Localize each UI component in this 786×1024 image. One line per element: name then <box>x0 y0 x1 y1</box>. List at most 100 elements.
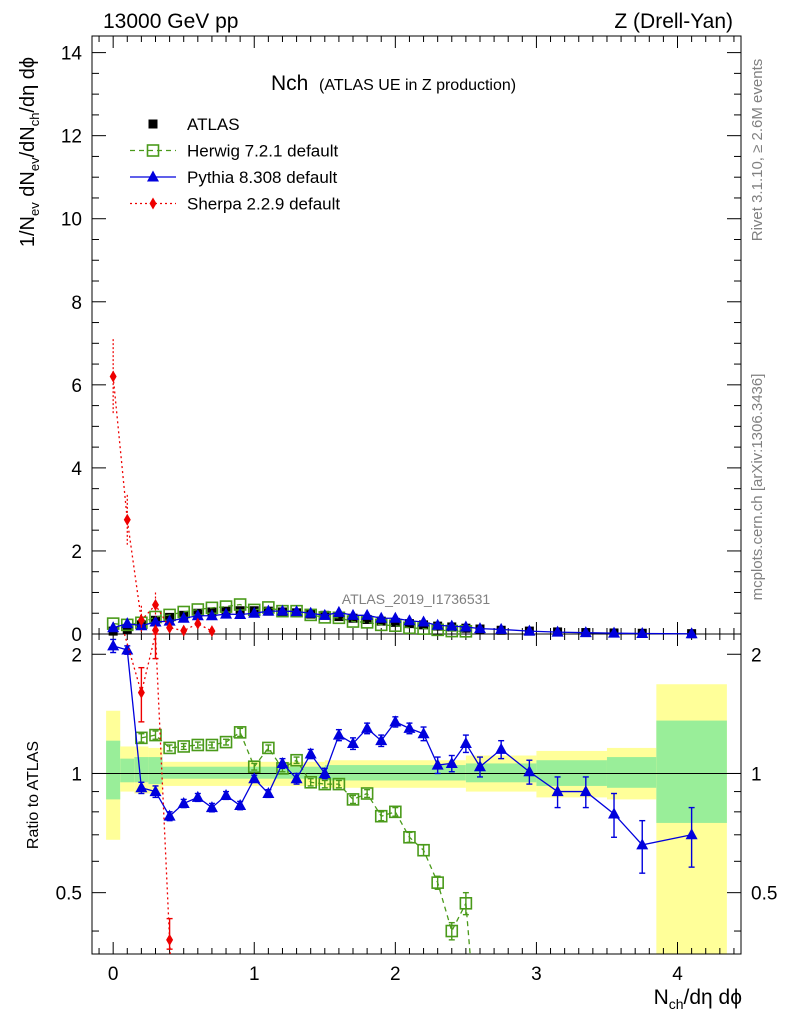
band-1sigma-8 <box>606 757 657 788</box>
pythia-point-ratio <box>318 766 331 778</box>
herwig-point-ratio <box>459 897 473 910</box>
sherpa-point-top <box>151 598 159 611</box>
sherpa-point-top <box>166 621 174 634</box>
header-left-label: 13000 GeV pp <box>103 10 238 33</box>
legend-item: Pythia 8.308 default <box>130 168 338 187</box>
analysis-id-label: ATLAS_2019_I1736531 <box>342 591 491 607</box>
legend-item: Herwig 7.2.1 default <box>130 142 338 161</box>
pythia-point-top <box>107 621 120 633</box>
bottom-ytick-label-right: 2 <box>751 645 762 666</box>
pythia-point-ratio <box>107 639 120 651</box>
pythia-point-top <box>191 609 204 621</box>
pythia-point-top <box>608 626 621 638</box>
pythia-point-top <box>262 604 275 616</box>
top-ytick-label: 14 <box>61 44 83 65</box>
sherpa-point-top <box>109 370 117 383</box>
band-1sigma-5 <box>324 765 466 781</box>
pythia-point-top <box>347 608 360 620</box>
legend-marker-herwig <box>146 144 160 157</box>
x-tick-label: 3 <box>531 964 542 985</box>
pythia-point-ratio <box>636 838 649 850</box>
pythia-point-ratio <box>332 728 345 740</box>
herwig-point-ratio <box>374 809 388 823</box>
band-1sigma-1 <box>120 758 135 783</box>
herwig-point-ratio <box>219 735 233 749</box>
legend-label: ATLAS <box>187 115 240 134</box>
herwig-point-ratio <box>233 726 247 739</box>
pythia-point-ratio <box>191 790 204 802</box>
pythia-point-top <box>177 611 190 623</box>
band-1sigma-2 <box>134 757 149 783</box>
herwig-point-ratio <box>205 738 219 752</box>
pythia-point-ratio <box>149 785 162 797</box>
pythia-point-top <box>523 624 536 636</box>
sherpa-line-top <box>112 376 213 632</box>
pythia-point-top <box>220 607 233 619</box>
top-ytick-label: 12 <box>61 127 82 148</box>
pythia-point-top <box>417 615 430 627</box>
chart-title-sub: (ATLAS UE in Z production) <box>319 77 516 94</box>
legend-label: Pythia 8.308 default <box>187 168 338 187</box>
pythia-point-top <box>234 607 247 619</box>
pythia-point-top <box>121 617 134 629</box>
pythia-point-ratio <box>389 715 402 727</box>
pythia-point-top <box>685 627 698 639</box>
pythia-point-ratio <box>248 772 261 784</box>
pythia-point-ratio <box>121 643 134 655</box>
band-1sigma-3 <box>148 757 163 785</box>
sherpa-point-top <box>180 624 188 637</box>
herwig-point-ratio <box>304 775 317 789</box>
pythia-point-ratio <box>431 758 444 770</box>
chart-title-main: Nch <box>271 72 308 95</box>
pythia-point-top <box>332 605 345 617</box>
pythia-point-ratio <box>579 785 592 797</box>
pythia-point-ratio <box>177 796 190 808</box>
pythia-point-ratio <box>403 721 416 733</box>
pythia-point-top <box>445 619 458 631</box>
pythia-point-ratio <box>262 786 275 798</box>
pythia-point-ratio <box>445 756 458 768</box>
pythia-point-ratio <box>163 809 176 821</box>
header-right-label: Z (Drell-Yan) <box>614 10 733 33</box>
top-ytick-label: 0 <box>71 625 82 646</box>
top-ytick-label: 10 <box>61 210 82 231</box>
pythia-point-ratio <box>459 737 472 749</box>
pythia-point-top <box>579 626 592 638</box>
herwig-point-ratio <box>191 738 205 752</box>
pythia-point-top <box>473 622 486 634</box>
herwig-point-ratio <box>417 843 430 857</box>
herwig-point-ratio <box>332 777 346 791</box>
sherpa-point-ratio <box>166 933 174 946</box>
rivet-version-label: Rivet 3.1.10, ≥ 2.6M events <box>749 59 766 242</box>
herwig-point-ratio <box>360 787 374 800</box>
pythia-point-top <box>205 609 218 621</box>
bottom-ytick-label-left: 0.5 <box>56 884 82 905</box>
bottom-ytick-label-right: 0.5 <box>751 884 777 905</box>
band-1sigma-9 <box>656 720 727 823</box>
pythia-point-top <box>276 604 289 616</box>
pythia-point-ratio <box>220 788 233 800</box>
sherpa-point-top <box>208 625 216 638</box>
pythia-point-top <box>375 611 388 623</box>
pythia-point-ratio <box>205 801 218 813</box>
herwig-point-ratio <box>445 924 459 938</box>
pythia-line-ratio <box>112 645 692 846</box>
pythia-point-ratio <box>608 807 621 819</box>
herwig-point-ratio <box>346 793 360 806</box>
legend: ATLAS Herwig 7.2.1 default Pythia 8.308 de… <box>130 115 340 214</box>
pythia-point-ratio <box>304 747 317 759</box>
mcplots-label: mcplots.cern.ch [arXiv:1306.3436] <box>749 374 766 601</box>
pythia-point-ratio <box>551 785 564 797</box>
herwig-point-ratio <box>262 741 275 755</box>
herwig-point-ratio <box>177 740 191 753</box>
band-1sigma-0 <box>106 740 121 800</box>
bottom-ytick-label-right: 1 <box>751 764 762 785</box>
legend-item: Sherpa 2.2.9 default <box>130 195 340 214</box>
pythia-point-top <box>163 614 176 626</box>
herwig-point-ratio <box>431 876 444 889</box>
top-ytick-label: 6 <box>71 376 82 397</box>
x-tick-label: 2 <box>390 964 401 985</box>
sherpa-point-top <box>194 617 202 630</box>
pythia-point-top <box>459 620 472 632</box>
